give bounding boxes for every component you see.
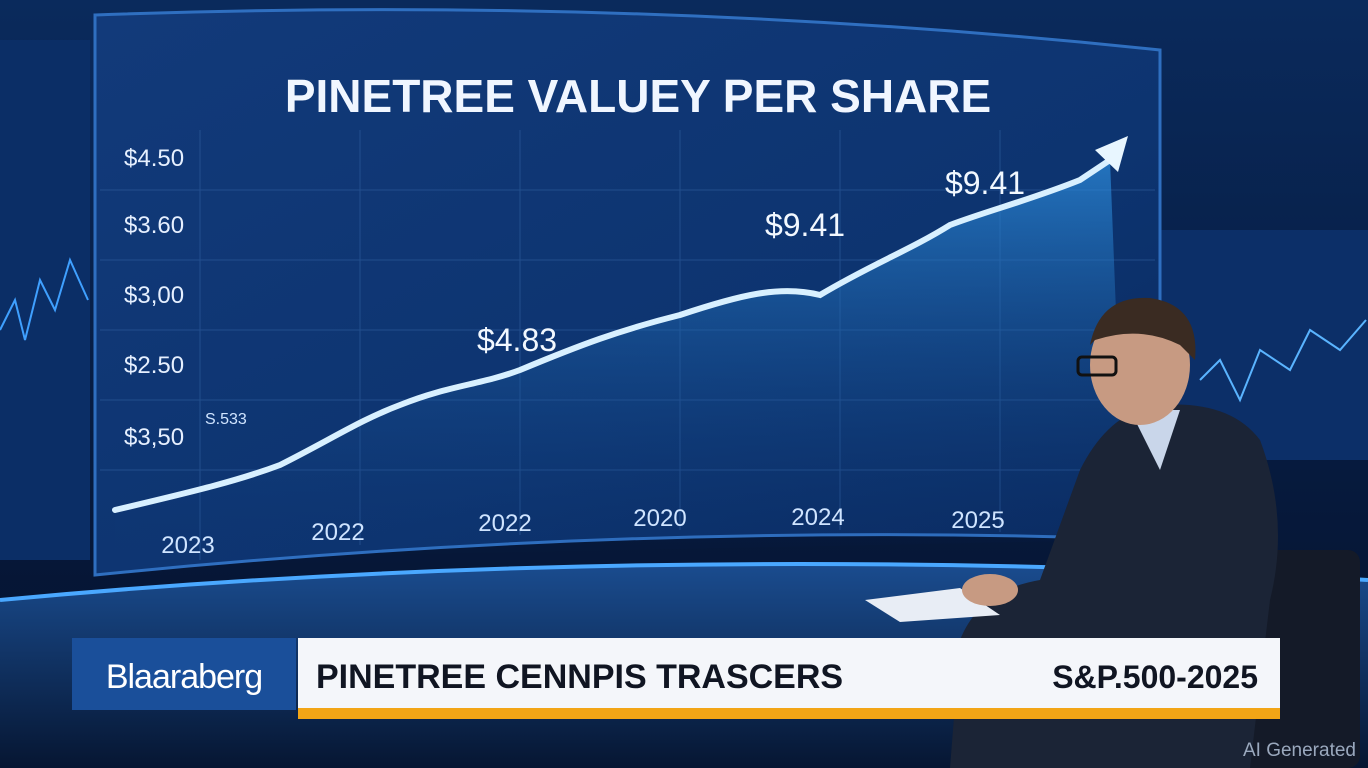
x-label: 2024	[791, 504, 844, 531]
y-label: $4.50	[124, 145, 184, 172]
watermark: AI Generated	[1243, 740, 1356, 761]
screen-title: PINETREE VALUEY PER SHARE	[285, 70, 991, 122]
small-label: S.533	[205, 411, 247, 428]
x-label: 2025	[951, 507, 1004, 534]
decor-line	[1199, 319, 1367, 403]
y-label: $3,50	[124, 424, 184, 451]
chart-area	[115, 160, 1125, 560]
annotation: $9.41	[945, 165, 1025, 201]
arrow-head	[1095, 136, 1128, 172]
logo-box	[72, 638, 296, 710]
x-label: 2020	[633, 505, 686, 532]
anchor-hair	[1090, 297, 1196, 360]
y-label: $3,00	[124, 282, 184, 309]
y-label: $2.50	[124, 352, 184, 379]
annotation: $9.41	[765, 207, 845, 243]
x-label: 2022	[478, 510, 531, 537]
anchor-shirt	[1130, 410, 1180, 470]
y-label: $3.60	[124, 212, 184, 239]
annotation: $4.83	[477, 322, 557, 358]
headline: PINETREE CENNPIS TRASCERS	[316, 658, 843, 696]
x-label: 2023	[161, 532, 214, 559]
headline-bar	[298, 638, 1280, 710]
anchor-hands	[962, 574, 1018, 606]
chart-line	[112, 157, 1113, 513]
decor-line	[0, 257, 89, 341]
ticker: S&P.500-2025	[1052, 659, 1258, 695]
anchor-glasses	[1076, 355, 1118, 377]
side-screen	[0, 40, 90, 560]
logo: Blaaraberg	[106, 658, 262, 696]
x-label: 2022	[311, 519, 364, 546]
accent-bar	[298, 708, 1280, 719]
